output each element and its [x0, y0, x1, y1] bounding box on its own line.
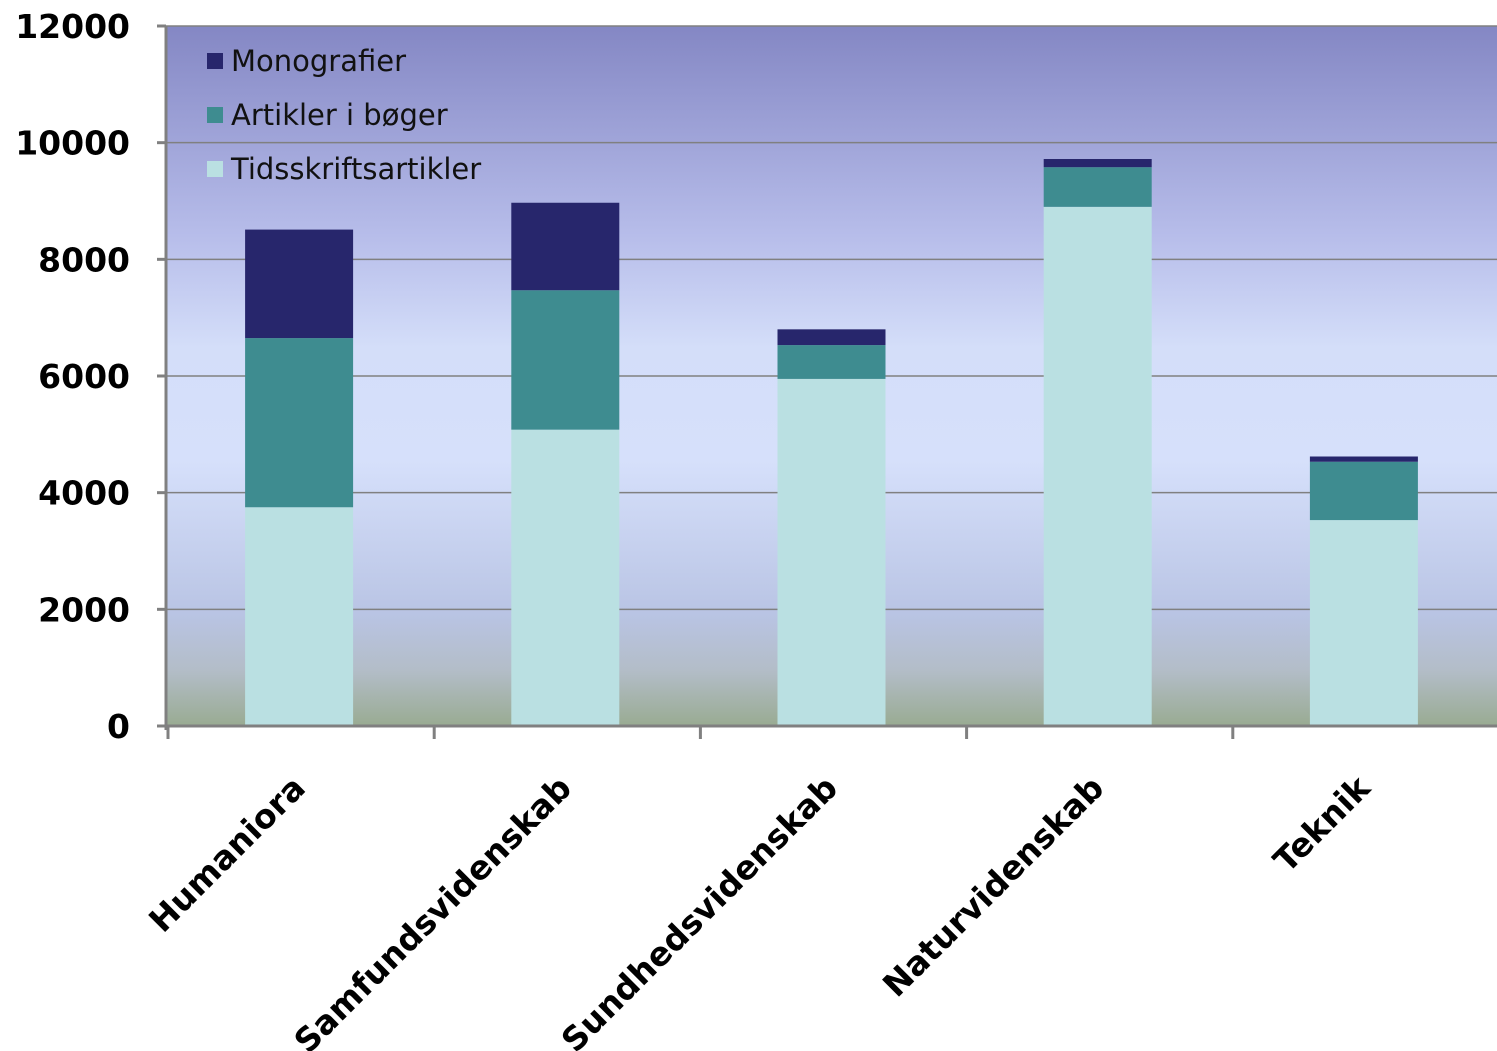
bar-segment: [511, 429, 620, 726]
bar-segment: [245, 229, 354, 339]
bar-segment: [511, 290, 620, 430]
bar-segment: [1043, 167, 1152, 207]
x-tick-label: Teknik: [1266, 767, 1379, 880]
y-tick-label: 4000: [38, 474, 130, 513]
y-tick-label: 12000: [15, 7, 130, 46]
y-tick-label: 10000: [15, 124, 130, 163]
bar-segment: [511, 202, 620, 291]
legend-label: Tidsskriftsartikler: [230, 152, 481, 186]
y-tick-label: 8000: [38, 240, 130, 279]
legend-swatch: [207, 107, 223, 123]
y-tick-labels: 0 2000 4000 6000 8000 10000 12000: [15, 7, 130, 746]
bar-segment: [777, 345, 886, 379]
y-tick-label: 0: [107, 707, 130, 746]
bar-segment: [245, 338, 354, 508]
legend-label: Artikler i bøger: [231, 98, 448, 132]
x-tick-label: Sundhedsvidenskab: [554, 768, 846, 1051]
bar-segment: [245, 507, 354, 726]
bar-segment: [1043, 206, 1152, 727]
x-tick-label: Samfundsvidenskab: [286, 768, 579, 1051]
x-tick-labels: HumanioraSamfundsvidenskabSundhedsvidens…: [141, 767, 1378, 1051]
legend-swatch: [207, 53, 223, 69]
bar-segment: [1309, 520, 1418, 726]
bar-segment: [1043, 159, 1152, 168]
y-tick-label: 6000: [38, 357, 130, 396]
x-tick-label: Naturvidenskab: [875, 768, 1111, 1004]
bar-segment: [777, 378, 886, 726]
y-tick-label: 2000: [38, 590, 130, 629]
bar-segment: [1309, 461, 1418, 521]
x-tick-label: Humaniora: [141, 768, 313, 940]
legend-label: Monografier: [231, 44, 406, 78]
bars: [245, 159, 1418, 727]
bar-segment: [777, 329, 886, 346]
legend-swatch: [207, 161, 223, 177]
legend: Monografier Artikler i bøger Tidsskriftsar…: [207, 44, 481, 186]
axes: [157, 24, 1497, 739]
bar-segment: [1309, 456, 1418, 462]
